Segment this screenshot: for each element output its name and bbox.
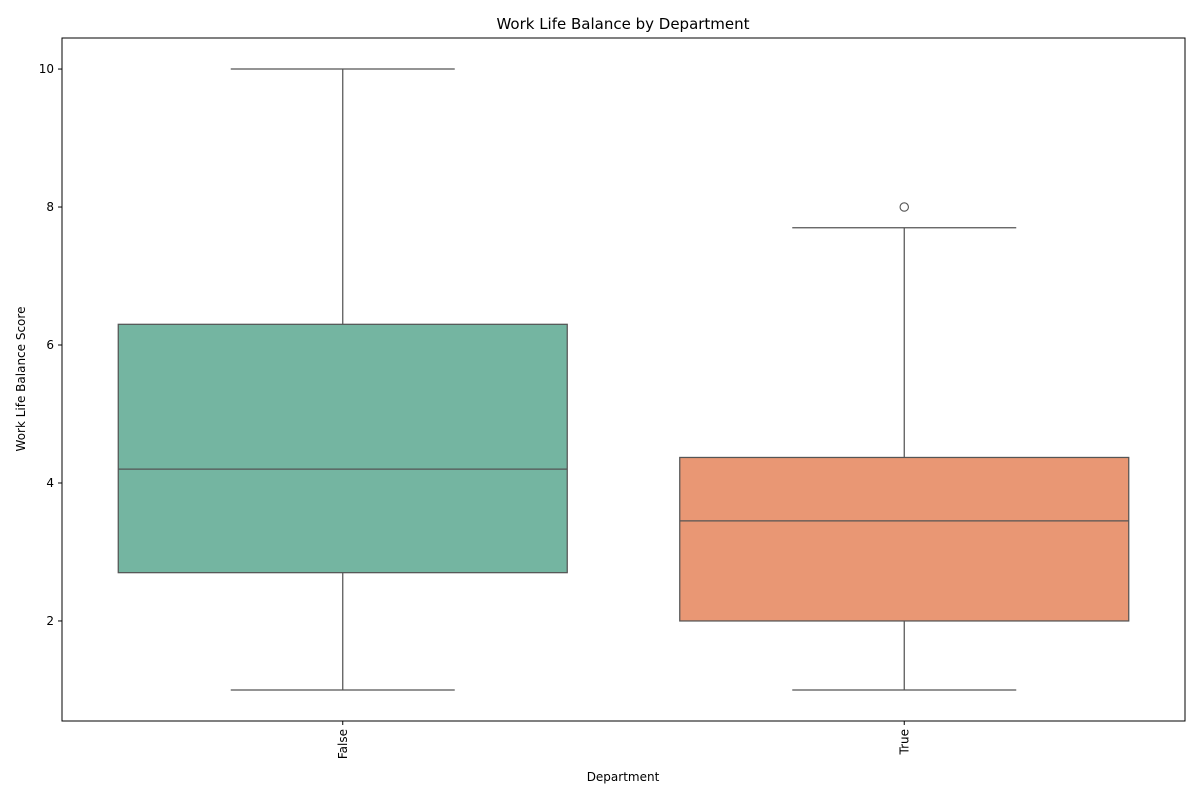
y-tick-label: 6 xyxy=(46,338,54,352)
x-tick-label: True xyxy=(897,729,911,756)
outlier-point xyxy=(899,202,909,212)
plot-frame xyxy=(61,37,1186,722)
x-tick-label: False xyxy=(336,729,350,759)
y-tick-label: 2 xyxy=(46,614,54,628)
chart-title: Work Life Balance by Department xyxy=(496,15,749,33)
y-tick-label: 4 xyxy=(46,476,54,490)
box-group-false xyxy=(117,68,568,691)
box-group-true xyxy=(679,202,1130,691)
iqr-box xyxy=(117,323,568,574)
y-tick-label: 10 xyxy=(39,62,54,76)
y-tick-label: 8 xyxy=(46,200,54,214)
iqr-box xyxy=(679,456,1130,622)
box-marks xyxy=(117,68,1130,691)
y-axis-label: Work Life Balance Score xyxy=(14,307,28,452)
x-axis-label: Department xyxy=(587,770,660,784)
axes: 2 4 6 8 10 False True xyxy=(39,37,1186,759)
